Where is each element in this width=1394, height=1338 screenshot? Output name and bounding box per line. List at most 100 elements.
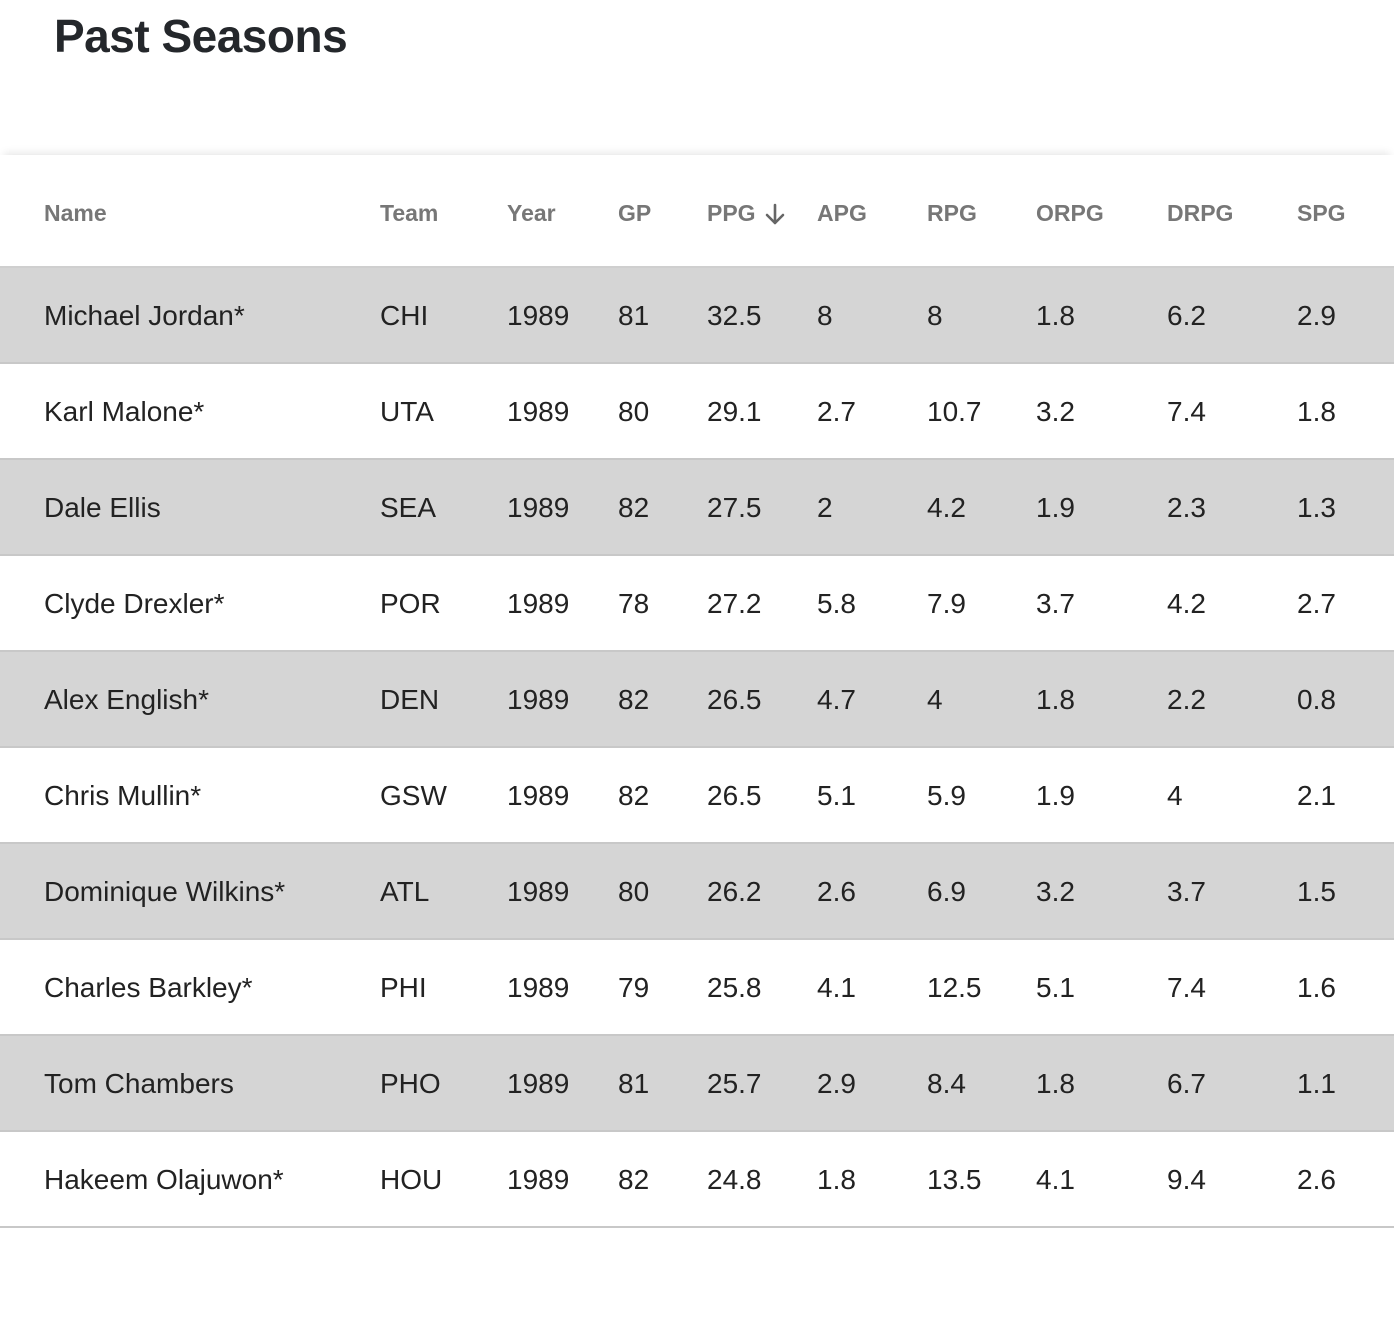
- cell-team: PHO: [380, 1068, 441, 1099]
- cell-name: Alex English*: [44, 684, 209, 715]
- cell-gp: 81: [618, 1068, 650, 1099]
- cell-ppg: 26.5: [707, 684, 762, 715]
- cell-gp: 82: [618, 780, 650, 811]
- cell-drpg: 7.4: [1167, 972, 1206, 1003]
- cell-name: Chris Mullin*: [44, 780, 202, 811]
- table-row[interactable]: Dominique Wilkins* ATL 1989 80 26.2 2.6 6.9 3.2…: [0, 844, 1394, 940]
- cell-orpg: 3.2: [1036, 396, 1075, 427]
- cell-ppg: 29.1: [707, 396, 762, 427]
- cell-orpg: 3.2: [1036, 876, 1075, 907]
- cell-orpg: 1.8: [1036, 684, 1075, 715]
- cell-drpg: 7.4: [1167, 396, 1206, 427]
- cell-year: 1989: [507, 684, 570, 715]
- cell-drpg: 4.2: [1167, 588, 1206, 619]
- cell-spg: 2.9: [1297, 300, 1336, 331]
- table-row[interactable]: Hakeem Olajuwon* HOU 1989 82 24.8 1.8 13.5 4.1 9…: [0, 1132, 1394, 1228]
- cell-drpg: 4: [1167, 780, 1183, 811]
- cell-orpg: 1.9: [1036, 492, 1075, 523]
- table-row[interactable]: Clyde Drexler* POR 1989 78 27.2 5.8 7.9 3.7 4.2 2…: [0, 556, 1394, 652]
- cell-drpg: 2.2: [1167, 684, 1206, 715]
- cell-rpg: 8: [927, 300, 943, 331]
- cell-drpg: 9.4: [1167, 1164, 1206, 1195]
- cell-year: 1989: [507, 492, 570, 523]
- table-row[interactable]: Michael Jordan* CHI 1989 81 32.5 8 8 1.8 6.2 2.9: [0, 268, 1394, 364]
- cell-orpg: 1.9: [1036, 780, 1075, 811]
- column-header-gp[interactable]: GP: [618, 200, 652, 226]
- cell-year: 1989: [507, 588, 570, 619]
- cell-spg: 1.1: [1297, 1068, 1336, 1099]
- cell-name: Dominique Wilkins*: [44, 876, 286, 907]
- page-title: Past Seasons: [54, 10, 348, 62]
- column-header-year[interactable]: Year: [507, 200, 556, 226]
- cell-apg: 2.7: [817, 396, 856, 427]
- cell-ppg: 26.5: [707, 780, 762, 811]
- cell-spg: 2.6: [1297, 1164, 1336, 1195]
- table-row[interactable]: Tom Chambers PHO 1989 81 25.7 2.9 8.4 1.8 6.7 1.1: [0, 1036, 1394, 1132]
- cell-ppg: 27.5: [707, 492, 762, 523]
- cell-orpg: 1.8: [1036, 300, 1075, 331]
- cell-name: Dale Ellis: [44, 492, 161, 523]
- cell-gp: 79: [618, 972, 650, 1003]
- cell-drpg: 2.3: [1167, 492, 1206, 523]
- cell-team: ATL: [380, 876, 430, 907]
- cell-gp: 81: [618, 300, 650, 331]
- table-row[interactable]: Chris Mullin* GSW 1989 82 26.5 5.1 5.9 1.9 4 2.1: [0, 748, 1394, 844]
- cell-team: POR: [380, 588, 441, 619]
- column-header-orpg[interactable]: ORPG: [1036, 200, 1104, 226]
- cell-drpg: 6.2: [1167, 300, 1206, 331]
- cell-apg: 4.7: [817, 684, 856, 715]
- cell-year: 1989: [507, 1068, 570, 1099]
- cell-spg: 0.8: [1297, 684, 1336, 715]
- cell-apg: 8: [817, 300, 833, 331]
- cell-name: Michael Jordan*: [44, 300, 245, 331]
- arrow-down-icon[interactable]: [764, 203, 786, 227]
- table-row[interactable]: Alex English* DEN 1989 82 26.5 4.7 4 1.8 2.2 0.8: [0, 652, 1394, 748]
- cell-ppg: 25.8: [707, 972, 762, 1003]
- cell-gp: 82: [618, 492, 650, 523]
- cell-year: 1989: [507, 972, 570, 1003]
- cell-apg: 2: [817, 492, 833, 523]
- cell-spg: 1.6: [1297, 972, 1336, 1003]
- column-header-name[interactable]: Name: [44, 200, 107, 226]
- cell-rpg: 10.7: [927, 396, 982, 427]
- cell-spg: 1.3: [1297, 492, 1336, 523]
- cell-drpg: 3.7: [1167, 876, 1206, 907]
- column-header-spg[interactable]: SPG: [1297, 200, 1346, 226]
- cell-year: 1989: [507, 876, 570, 907]
- cell-team: CHI: [380, 300, 429, 331]
- cell-spg: 2.1: [1297, 780, 1336, 811]
- cell-rpg: 6.9: [927, 876, 966, 907]
- cell-team: SEA: [380, 492, 437, 523]
- cell-spg: 2.7: [1297, 588, 1336, 619]
- table-body: Michael Jordan* CHI 1989 81 32.5 8 8 1.8 6.2 2.9 K…: [0, 268, 1394, 1228]
- column-header-rpg[interactable]: RPG: [927, 200, 977, 226]
- cell-year: 1989: [507, 300, 570, 331]
- cell-name: Karl Malone*: [44, 396, 205, 427]
- cell-ppg: 24.8: [707, 1164, 762, 1195]
- cell-apg: 4.1: [817, 972, 856, 1003]
- column-header-team[interactable]: Team: [380, 200, 439, 226]
- cell-rpg: 4.2: [927, 492, 966, 523]
- table-header-row: Name Team Year GP PPG APG RPG ORPG DRPG …: [0, 155, 1394, 268]
- cell-gp: 80: [618, 876, 650, 907]
- cell-team: UTA: [380, 396, 434, 427]
- column-header-apg[interactable]: APG: [817, 200, 867, 226]
- table-row[interactable]: Karl Malone* UTA 1989 80 29.1 2.7 10.7 3.2 7.4 1.…: [0, 364, 1394, 460]
- cell-spg: 1.5: [1297, 876, 1336, 907]
- column-header-ppg[interactable]: PPG: [707, 199, 786, 227]
- cell-rpg: 5.9: [927, 780, 966, 811]
- cell-apg: 5.1: [817, 780, 856, 811]
- cell-team: GSW: [380, 780, 447, 811]
- cell-gp: 78: [618, 588, 650, 619]
- cell-rpg: 12.5: [927, 972, 982, 1003]
- table-row[interactable]: Dale Ellis SEA 1989 82 27.5 2 4.2 1.9 2.3 1.3: [0, 460, 1394, 556]
- cell-name: Hakeem Olajuwon*: [44, 1164, 284, 1195]
- cell-name: Charles Barkley*: [44, 972, 253, 1003]
- column-header-drpg[interactable]: DRPG: [1167, 200, 1234, 226]
- cell-team: PHI: [380, 972, 427, 1003]
- cell-name: Tom Chambers: [44, 1068, 234, 1099]
- cell-year: 1989: [507, 1164, 570, 1195]
- table-row[interactable]: Charles Barkley* PHI 1989 79 25.8 4.1 12.5 5.1 7…: [0, 940, 1394, 1036]
- cell-orpg: 1.8: [1036, 1068, 1075, 1099]
- cell-ppg: 26.2: [707, 876, 762, 907]
